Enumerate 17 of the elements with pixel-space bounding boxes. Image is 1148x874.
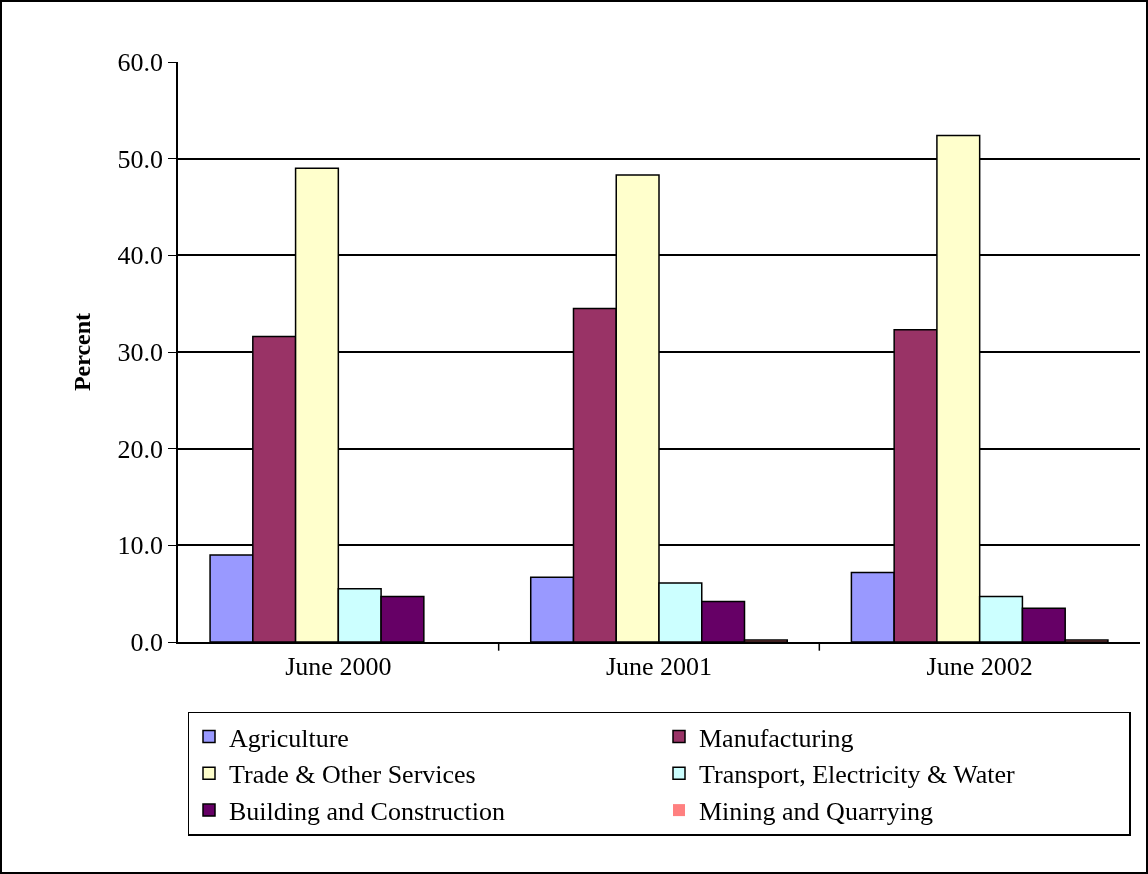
x-tick-label: June 2001 xyxy=(605,651,713,681)
x-tick-label: June 2000 xyxy=(285,651,392,681)
legend-label: Manufacturing xyxy=(699,723,854,753)
y-tick-label: 60.0 xyxy=(117,48,164,78)
x-tick-label: June 2002 xyxy=(926,651,1033,681)
legend-label: Mining and Quarrying xyxy=(699,797,933,827)
y-tick-label: 0.0 xyxy=(130,628,164,658)
y-tick-label: 40.0 xyxy=(117,241,164,271)
legend-label: Building and Construction xyxy=(229,797,505,827)
y-tick-label: 10.0 xyxy=(117,531,164,561)
legend-label: Trade & Other Services xyxy=(229,760,476,790)
y-tick-label: 20.0 xyxy=(117,434,164,464)
y-tick-label: 50.0 xyxy=(117,144,164,174)
y-tick-label: 30.0 xyxy=(117,338,164,368)
legend-label: Agriculture xyxy=(229,723,349,753)
legend-label: Transport, Electricity & Water xyxy=(699,760,1015,790)
y-axis-title: Percent xyxy=(69,312,96,392)
